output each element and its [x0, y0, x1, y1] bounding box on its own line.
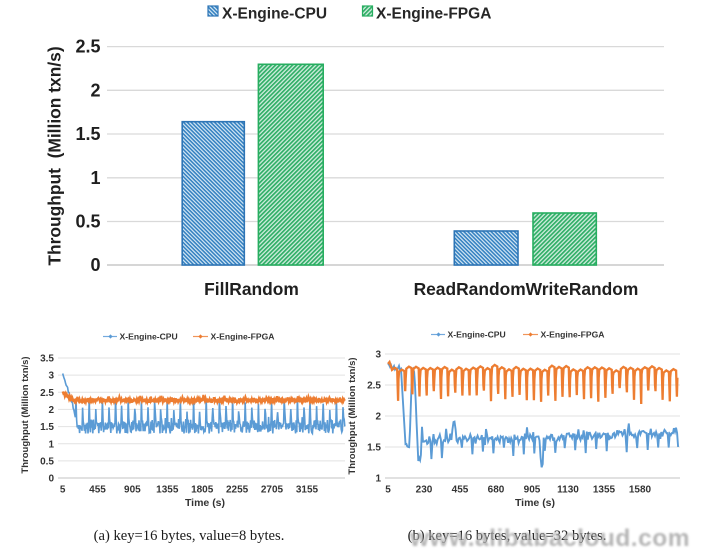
svg-text:0.5: 0.5 — [40, 457, 54, 468]
svg-text:0: 0 — [48, 474, 54, 485]
svg-text:Throughput (Million txn/s): Throughput (Million txn/s) — [45, 46, 65, 265]
svg-text:2.5: 2.5 — [40, 388, 54, 399]
svg-text:3155: 3155 — [296, 485, 319, 496]
svg-text:2: 2 — [48, 405, 54, 416]
svg-text:X-Engine-CPU: X-Engine-CPU — [120, 332, 178, 342]
svg-text:1.5: 1.5 — [367, 443, 381, 454]
svg-text:Throughput (Million txn/s): Throughput (Million txn/s) — [20, 356, 31, 473]
svg-text:0.5: 0.5 — [75, 212, 100, 232]
svg-text:1.5: 1.5 — [40, 422, 54, 433]
svg-text:1130: 1130 — [557, 485, 579, 496]
svg-text:680: 680 — [488, 485, 505, 496]
svg-text:FillRandom: FillRandom — [204, 279, 299, 299]
svg-text:2255: 2255 — [226, 485, 249, 496]
svg-text:455: 455 — [452, 485, 469, 496]
svg-text:(a) key=16 bytes, value=8 byte: (a) key=16 bytes, value=8 bytes. — [94, 528, 285, 544]
svg-text:1: 1 — [90, 168, 100, 188]
svg-text:Time (s): Time (s) — [515, 497, 555, 509]
svg-text:(b) key=16 bytes, value=32 byt: (b) key=16 bytes, value=32 bytes. — [408, 528, 607, 544]
svg-text:1.5: 1.5 — [75, 124, 100, 144]
svg-text:2: 2 — [90, 80, 100, 100]
svg-text:2: 2 — [375, 412, 381, 423]
svg-text:2705: 2705 — [261, 485, 284, 496]
svg-text:455: 455 — [89, 485, 106, 496]
svg-text:1355: 1355 — [156, 485, 179, 496]
svg-text:2.5: 2.5 — [367, 381, 381, 392]
svg-text:X-Engine-CPU: X-Engine-CPU — [448, 330, 506, 340]
svg-text:5: 5 — [60, 485, 66, 496]
svg-text:1: 1 — [48, 439, 54, 450]
svg-text:X-Engine-FPGA: X-Engine-FPGA — [211, 332, 275, 342]
svg-text:X-Engine-FPGA: X-Engine-FPGA — [541, 330, 605, 340]
svg-text:X-Engine-FPGA: X-Engine-FPGA — [376, 6, 491, 23]
svg-text:ReadRandomWriteRandom: ReadRandomWriteRandom — [414, 279, 639, 299]
svg-text:Throughput (Million txn/s): Throughput (Million txn/s) — [347, 357, 358, 474]
svg-text:3.5: 3.5 — [40, 354, 54, 365]
svg-text:1: 1 — [375, 474, 381, 485]
svg-text:905: 905 — [524, 485, 541, 496]
svg-text:905: 905 — [124, 485, 141, 496]
svg-text:0: 0 — [90, 255, 100, 275]
svg-text:Time (s): Time (s) — [185, 497, 225, 509]
svg-text:3: 3 — [48, 371, 54, 382]
svg-text:1355: 1355 — [593, 485, 616, 496]
svg-text:X-Engine-CPU: X-Engine-CPU — [222, 6, 327, 23]
svg-text:1580: 1580 — [629, 485, 652, 496]
svg-text:5: 5 — [385, 485, 391, 496]
svg-text:www.alibabacloud.com: www.alibabacloud.com — [409, 525, 690, 552]
svg-text:3: 3 — [375, 350, 381, 361]
svg-text:2.5: 2.5 — [75, 37, 100, 57]
svg-text:230: 230 — [416, 485, 433, 496]
svg-text:1805: 1805 — [191, 485, 214, 496]
